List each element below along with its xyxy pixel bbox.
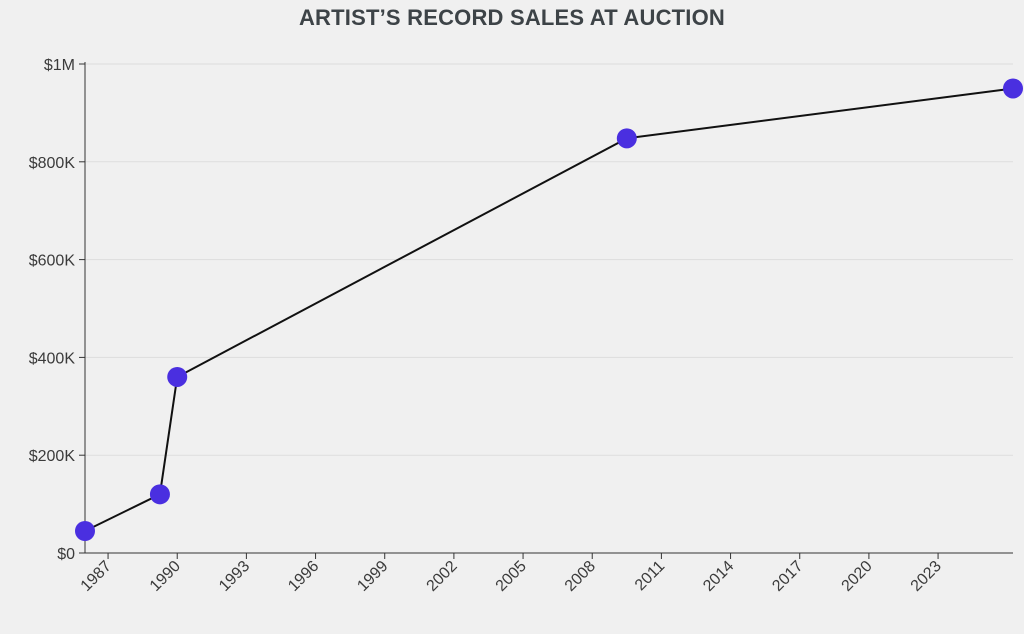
y-tick-label: $600K — [29, 253, 76, 270]
x-tick-label: 1999 — [354, 558, 391, 595]
x-tick-label: 2008 — [562, 558, 599, 595]
x-tick-label: 2005 — [493, 558, 530, 595]
chart-title: ARTIST’S RECORD SALES AT AUCTION — [298, 5, 726, 30]
x-tick-label: 1993 — [216, 558, 253, 595]
y-tick-label: $1M — [44, 57, 75, 74]
y-tick-label: $200K — [29, 448, 76, 465]
x-tick-label: 1987 — [78, 558, 115, 595]
data-point — [149, 484, 170, 505]
x-tick-label: 1996 — [285, 558, 322, 595]
x-tick-label: 2020 — [839, 558, 876, 595]
data-point — [75, 520, 95, 541]
x-tick-label: 2023 — [908, 558, 945, 595]
series-line — [84, 87, 1014, 532]
x-tick-label: 1990 — [147, 558, 184, 595]
data-point — [1003, 78, 1023, 99]
x-tick-label: 2014 — [700, 558, 737, 595]
y-tick-label: $800K — [29, 155, 76, 172]
x-tick-label: 2017 — [769, 558, 806, 595]
data-point — [167, 366, 188, 387]
x-tick-label: 2002 — [424, 558, 461, 595]
x-tick-label: 2011 — [632, 558, 668, 594]
y-tick-label: $0 — [57, 546, 75, 563]
data-point — [616, 128, 637, 149]
y-tick-label: $400K — [29, 350, 76, 367]
